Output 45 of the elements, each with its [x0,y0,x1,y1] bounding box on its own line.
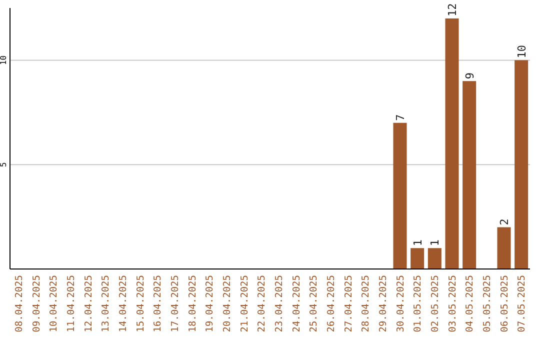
x-tick-label: 25.04.2025 [308,275,320,332]
x-tick-label: 07.05.2025 [516,275,528,332]
bar [514,60,528,269]
x-tick-label: 18.04.2025 [187,275,198,332]
x-tick-label: 08.04.2025 [14,275,25,332]
x-tick-label: 24.04.2025 [291,275,302,332]
x-tick-label: 12.04.2025 [83,275,94,332]
data-label: 9 [463,72,476,80]
data-label: 1 [428,239,442,246]
x-tick-label: 04.05.2025 [464,275,476,332]
x-tick-label: 27.04.2025 [343,275,354,332]
x-tick-label: 19.04.2025 [204,275,216,332]
x-tick-label: 23.04.2025 [274,275,285,332]
x-tick-label: 17.04.2025 [170,275,181,332]
x-tick-label: 11.04.2025 [66,275,77,332]
bar [445,18,459,269]
bar [410,248,424,269]
x-tick-label: 26.04.2025 [326,275,337,332]
x-tick-label: 13.04.2025 [100,275,112,332]
bar [497,227,511,269]
x-tick-label: 22.04.2025 [256,275,268,332]
bar [428,248,442,269]
x-tick-label: 14.04.2025 [118,275,129,332]
bar [462,81,476,269]
data-label: 1 [411,239,424,246]
data-label: 12 [446,3,459,16]
x-tick-label: 15.04.2025 [135,275,146,332]
x-tick-label: 21.04.2025 [239,275,250,332]
x-tick-label: 01.05.2025 [412,275,424,332]
data-label: 10 [515,44,528,58]
x-tick-label: 20.04.2025 [222,275,233,332]
data-label: 2 [498,218,511,226]
x-tick-label: 10.04.2025 [48,275,60,332]
data-label: 7 [394,114,407,121]
x-tick-label: 03.05.2025 [447,275,458,332]
x-tick-label: 28.04.2025 [360,275,372,332]
x-tick-label: 06.05.2025 [499,275,510,332]
x-tick-label: 16.04.2025 [152,275,164,332]
y-tick-label: 5 [0,162,8,168]
bar [393,122,407,269]
x-tick-label: 30.04.2025 [395,275,406,332]
x-tick-label: 29.04.2025 [378,275,389,332]
x-tick-label: 02.05.2025 [430,275,441,332]
x-tick-label: 09.04.2025 [31,275,42,332]
x-tick-label: 05.05.2025 [482,275,493,332]
